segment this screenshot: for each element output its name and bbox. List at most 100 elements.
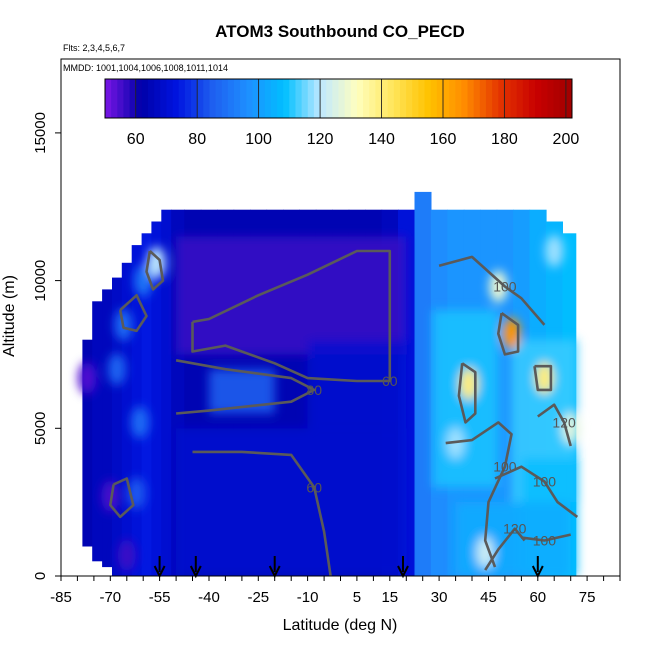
colorbar-frame (104, 78, 573, 119)
contour-label: 100 (533, 533, 557, 549)
heatmap-region (176, 428, 407, 576)
x-tick-label: -10 (297, 589, 319, 606)
colorbar-segment (436, 79, 444, 118)
colorbar-segment (369, 79, 376, 118)
colorbar-segment (510, 79, 518, 118)
contour-line (438, 255, 546, 326)
flight-arrows (153, 556, 544, 579)
colorbar-segment (498, 79, 505, 118)
colorbar-segment (270, 79, 278, 118)
colorbar-segment (320, 79, 327, 118)
contour-layer: 60 80 60 100 100 100 120 120 100 (109, 249, 579, 576)
colorbar-segment (338, 79, 346, 118)
colorbar-segment (528, 79, 536, 118)
dates-note: MMDD: 1001,1004,1006,1008,1011,1014 (63, 63, 228, 73)
contour-line (175, 359, 316, 415)
x-tick-label: 75 (579, 589, 596, 606)
colorbar-segment (123, 79, 131, 118)
colorbar-segment (111, 79, 118, 118)
colorbar-segment (387, 79, 395, 118)
colorbar-segment (277, 79, 284, 118)
heatmap-spot (107, 353, 126, 386)
colorbar-segment (234, 79, 241, 118)
contour-label: 100 (493, 459, 517, 475)
colorbar-segment (485, 79, 493, 118)
colorbar-segment (166, 79, 174, 118)
x-axis-label: Latitude (deg N) (283, 617, 398, 634)
colorbar-segment (541, 79, 548, 118)
heatmap-column (121, 262, 133, 576)
heatmap-column (414, 191, 432, 576)
colorbar-segment (442, 79, 450, 118)
x-tick-label: -55 (149, 589, 171, 606)
heatmap-column (82, 339, 93, 547)
colorbar-tick-label: 100 (245, 131, 272, 148)
colorbar-segment (565, 79, 573, 118)
colorbar-segment (522, 79, 530, 118)
y-axis: 0 5000 10000 15000 (32, 112, 61, 580)
heatmap-spot (476, 536, 495, 569)
heatmap-column (161, 209, 172, 576)
plot-area: 60 80 60 100 100 100 120 120 100 (78, 191, 580, 576)
contour-line (533, 364, 553, 392)
contour-line (145, 250, 165, 291)
heatmap-column (92, 301, 103, 562)
colorbar-tick-label: 180 (491, 131, 518, 148)
heatmap-column (151, 221, 162, 576)
colorbar-segment (258, 79, 266, 118)
colorbar-segment (295, 79, 303, 118)
colorbar-segment (393, 79, 401, 118)
colorbar-segment (105, 79, 112, 118)
contour-line (496, 312, 520, 356)
colorbar-segment (516, 79, 524, 118)
contour-line (457, 362, 477, 424)
colorbar-segment (246, 79, 253, 118)
colorbar-segment (209, 79, 217, 118)
contour-label: 60 (306, 479, 322, 495)
y-tick-label: 15000 (32, 112, 49, 154)
contour-line (191, 249, 392, 383)
colorbar-segment (301, 79, 309, 118)
colorbar-segment (307, 79, 315, 118)
flight-arrow-head (397, 565, 409, 579)
colorbar-segment (221, 79, 229, 118)
heatmap-spot (545, 235, 564, 267)
colorbar-segment (326, 79, 333, 118)
contour-label: 80 (306, 382, 322, 398)
colorbar-segment (553, 79, 561, 118)
colorbar-segment (178, 79, 186, 118)
heatmap-column (141, 233, 153, 576)
x-tick-label: 5 (353, 589, 361, 606)
x-tick-label: 45 (480, 589, 497, 606)
flights-note: Flts: 2,3,4,5,6,7 (63, 43, 125, 53)
colorbar-tick-label: 140 (368, 131, 395, 148)
colorbar-segment (313, 79, 321, 118)
contour-label: 120 (503, 521, 527, 537)
contour-label: 60 (382, 373, 398, 389)
heatmap-spot (489, 270, 508, 303)
colorbar: 60 80 100 120 140 160 180 200 (104, 78, 579, 148)
colorbar-segment (375, 79, 383, 118)
colorbar-segment (129, 79, 137, 118)
colorbar-segment (148, 79, 155, 118)
x-tick-label: 15 (381, 589, 398, 606)
heatmap-spot (535, 362, 554, 395)
heatmap-column (112, 277, 123, 576)
colorbar-segment (473, 79, 481, 118)
heatmap-spot (561, 412, 580, 445)
colorbar-segment (455, 79, 462, 118)
flight-arrow-head (189, 565, 202, 579)
colorbar-tick-label: 160 (430, 131, 457, 148)
colorbar-segment (467, 79, 475, 118)
colorbar-segment (240, 79, 247, 118)
colorbar-segment (381, 79, 389, 118)
x-tick-label: 60 (529, 589, 546, 606)
colorbar-segment (356, 79, 364, 118)
colorbar-segment (412, 79, 419, 118)
x-tick-label: 30 (431, 589, 448, 606)
heatmap-spot (502, 317, 521, 350)
y-tick-label: 0 (32, 572, 49, 580)
x-axis: -85 -70 -55 -40 -25 -10 5 15 30 45 60 75 (50, 576, 621, 606)
heatmap-spot (459, 368, 478, 400)
heatmap-column (102, 289, 113, 568)
